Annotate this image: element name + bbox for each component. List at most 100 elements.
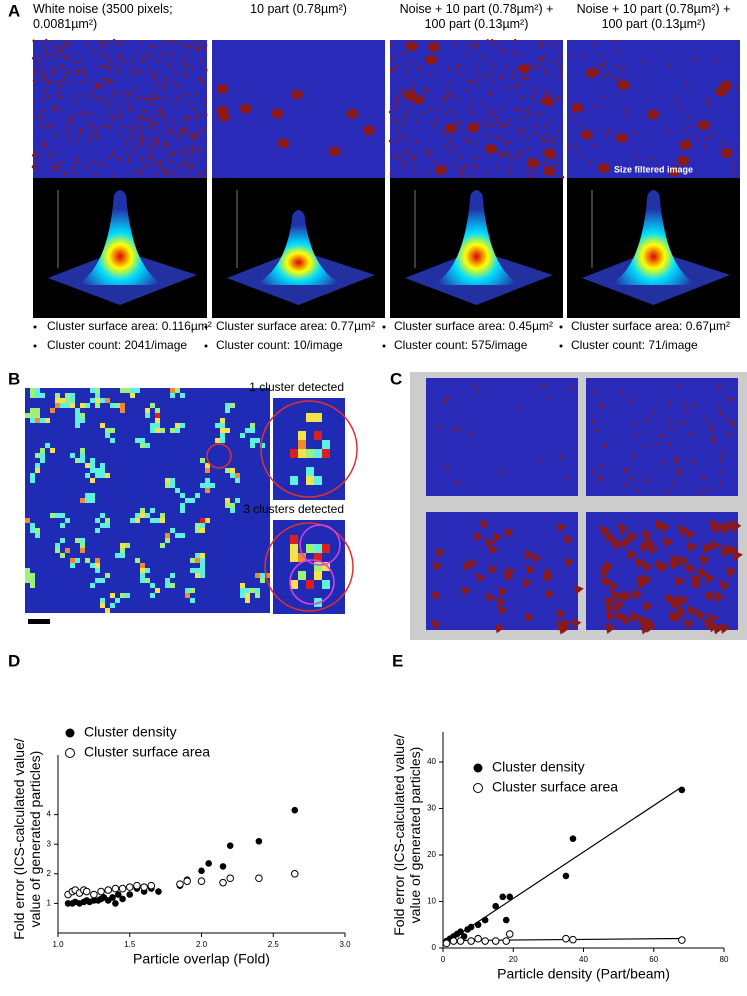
particle (271, 108, 284, 119)
particle (601, 576, 613, 588)
data-point (111, 884, 120, 893)
particle (34, 152, 37, 156)
particle (66, 138, 70, 142)
particle (183, 76, 187, 79)
particle (189, 101, 193, 105)
particle (194, 117, 198, 120)
particle (484, 124, 488, 127)
data-point (481, 916, 489, 924)
pixel (90, 563, 95, 568)
particle (683, 127, 686, 130)
particle (121, 61, 124, 65)
particle (204, 67, 208, 70)
pixel (170, 388, 175, 393)
particle (564, 557, 575, 568)
pixel (75, 413, 80, 418)
particle (178, 129, 182, 133)
particle (156, 142, 159, 145)
particle (526, 169, 530, 173)
particle (510, 51, 514, 55)
particle (625, 110, 628, 113)
particle (428, 108, 432, 112)
pixel (322, 449, 330, 458)
particle (560, 618, 571, 629)
particle (667, 419, 672, 424)
particle (697, 567, 709, 579)
particle (428, 154, 432, 157)
particle (362, 125, 375, 136)
particle (156, 60, 160, 63)
particle (184, 54, 187, 58)
label-bg (273, 380, 345, 396)
particle (102, 125, 105, 128)
cluster-stat: Cluster surface area: 0.45µm² (394, 319, 553, 333)
zoom-image (273, 520, 345, 614)
particle (608, 580, 620, 592)
particle (617, 523, 629, 535)
particle (140, 156, 144, 160)
particle (642, 444, 647, 449)
particle (163, 113, 166, 117)
particle (154, 73, 158, 76)
pixel (175, 388, 180, 393)
particle (455, 480, 460, 485)
pixel (155, 518, 160, 523)
particle (554, 163, 558, 166)
particle (74, 139, 78, 142)
particle (601, 95, 605, 98)
particle (178, 175, 182, 178)
particle (107, 56, 111, 60)
cluster-stat: Cluster count: 575/image (394, 338, 528, 352)
pixel (322, 562, 330, 571)
particle (485, 537, 496, 548)
particle (474, 165, 478, 169)
data-point (82, 887, 91, 896)
pixel (170, 393, 175, 398)
particle (39, 123, 43, 126)
particle (444, 123, 457, 134)
particle (403, 52, 406, 55)
particle (520, 95, 524, 99)
particle (654, 519, 666, 531)
particle (413, 163, 417, 167)
particle (526, 136, 529, 140)
particle (111, 79, 115, 83)
particle (579, 154, 583, 158)
particle (59, 86, 63, 89)
particle (684, 409, 689, 414)
pixel (55, 548, 60, 553)
pixel (85, 463, 90, 468)
data-point (467, 923, 475, 931)
particle (188, 152, 191, 155)
particle (447, 142, 451, 145)
particle (530, 170, 534, 174)
pixel (215, 438, 220, 443)
particle (388, 110, 392, 114)
particle (445, 466, 450, 471)
particle (534, 124, 538, 127)
particle (627, 531, 639, 543)
particle (677, 555, 689, 567)
pixel (150, 583, 155, 588)
pixel (170, 478, 175, 483)
pixel (180, 423, 185, 428)
particle (108, 41, 111, 45)
pixel (245, 598, 250, 603)
title-box: 10 part (0.78µm²) (250, 2, 347, 16)
particle (89, 112, 93, 115)
particle (705, 591, 717, 603)
pixel (105, 518, 110, 523)
pixel (120, 543, 125, 548)
cluster-stat: Cluster surface area: 0.116µm² (47, 319, 212, 333)
particle (608, 129, 611, 132)
particle (674, 466, 679, 471)
particle (118, 106, 121, 110)
particle (441, 100, 444, 103)
particle (546, 394, 551, 399)
pixel (180, 533, 185, 538)
particle (621, 614, 633, 626)
particle (126, 94, 130, 98)
particle (403, 89, 416, 100)
pixel (80, 458, 85, 463)
